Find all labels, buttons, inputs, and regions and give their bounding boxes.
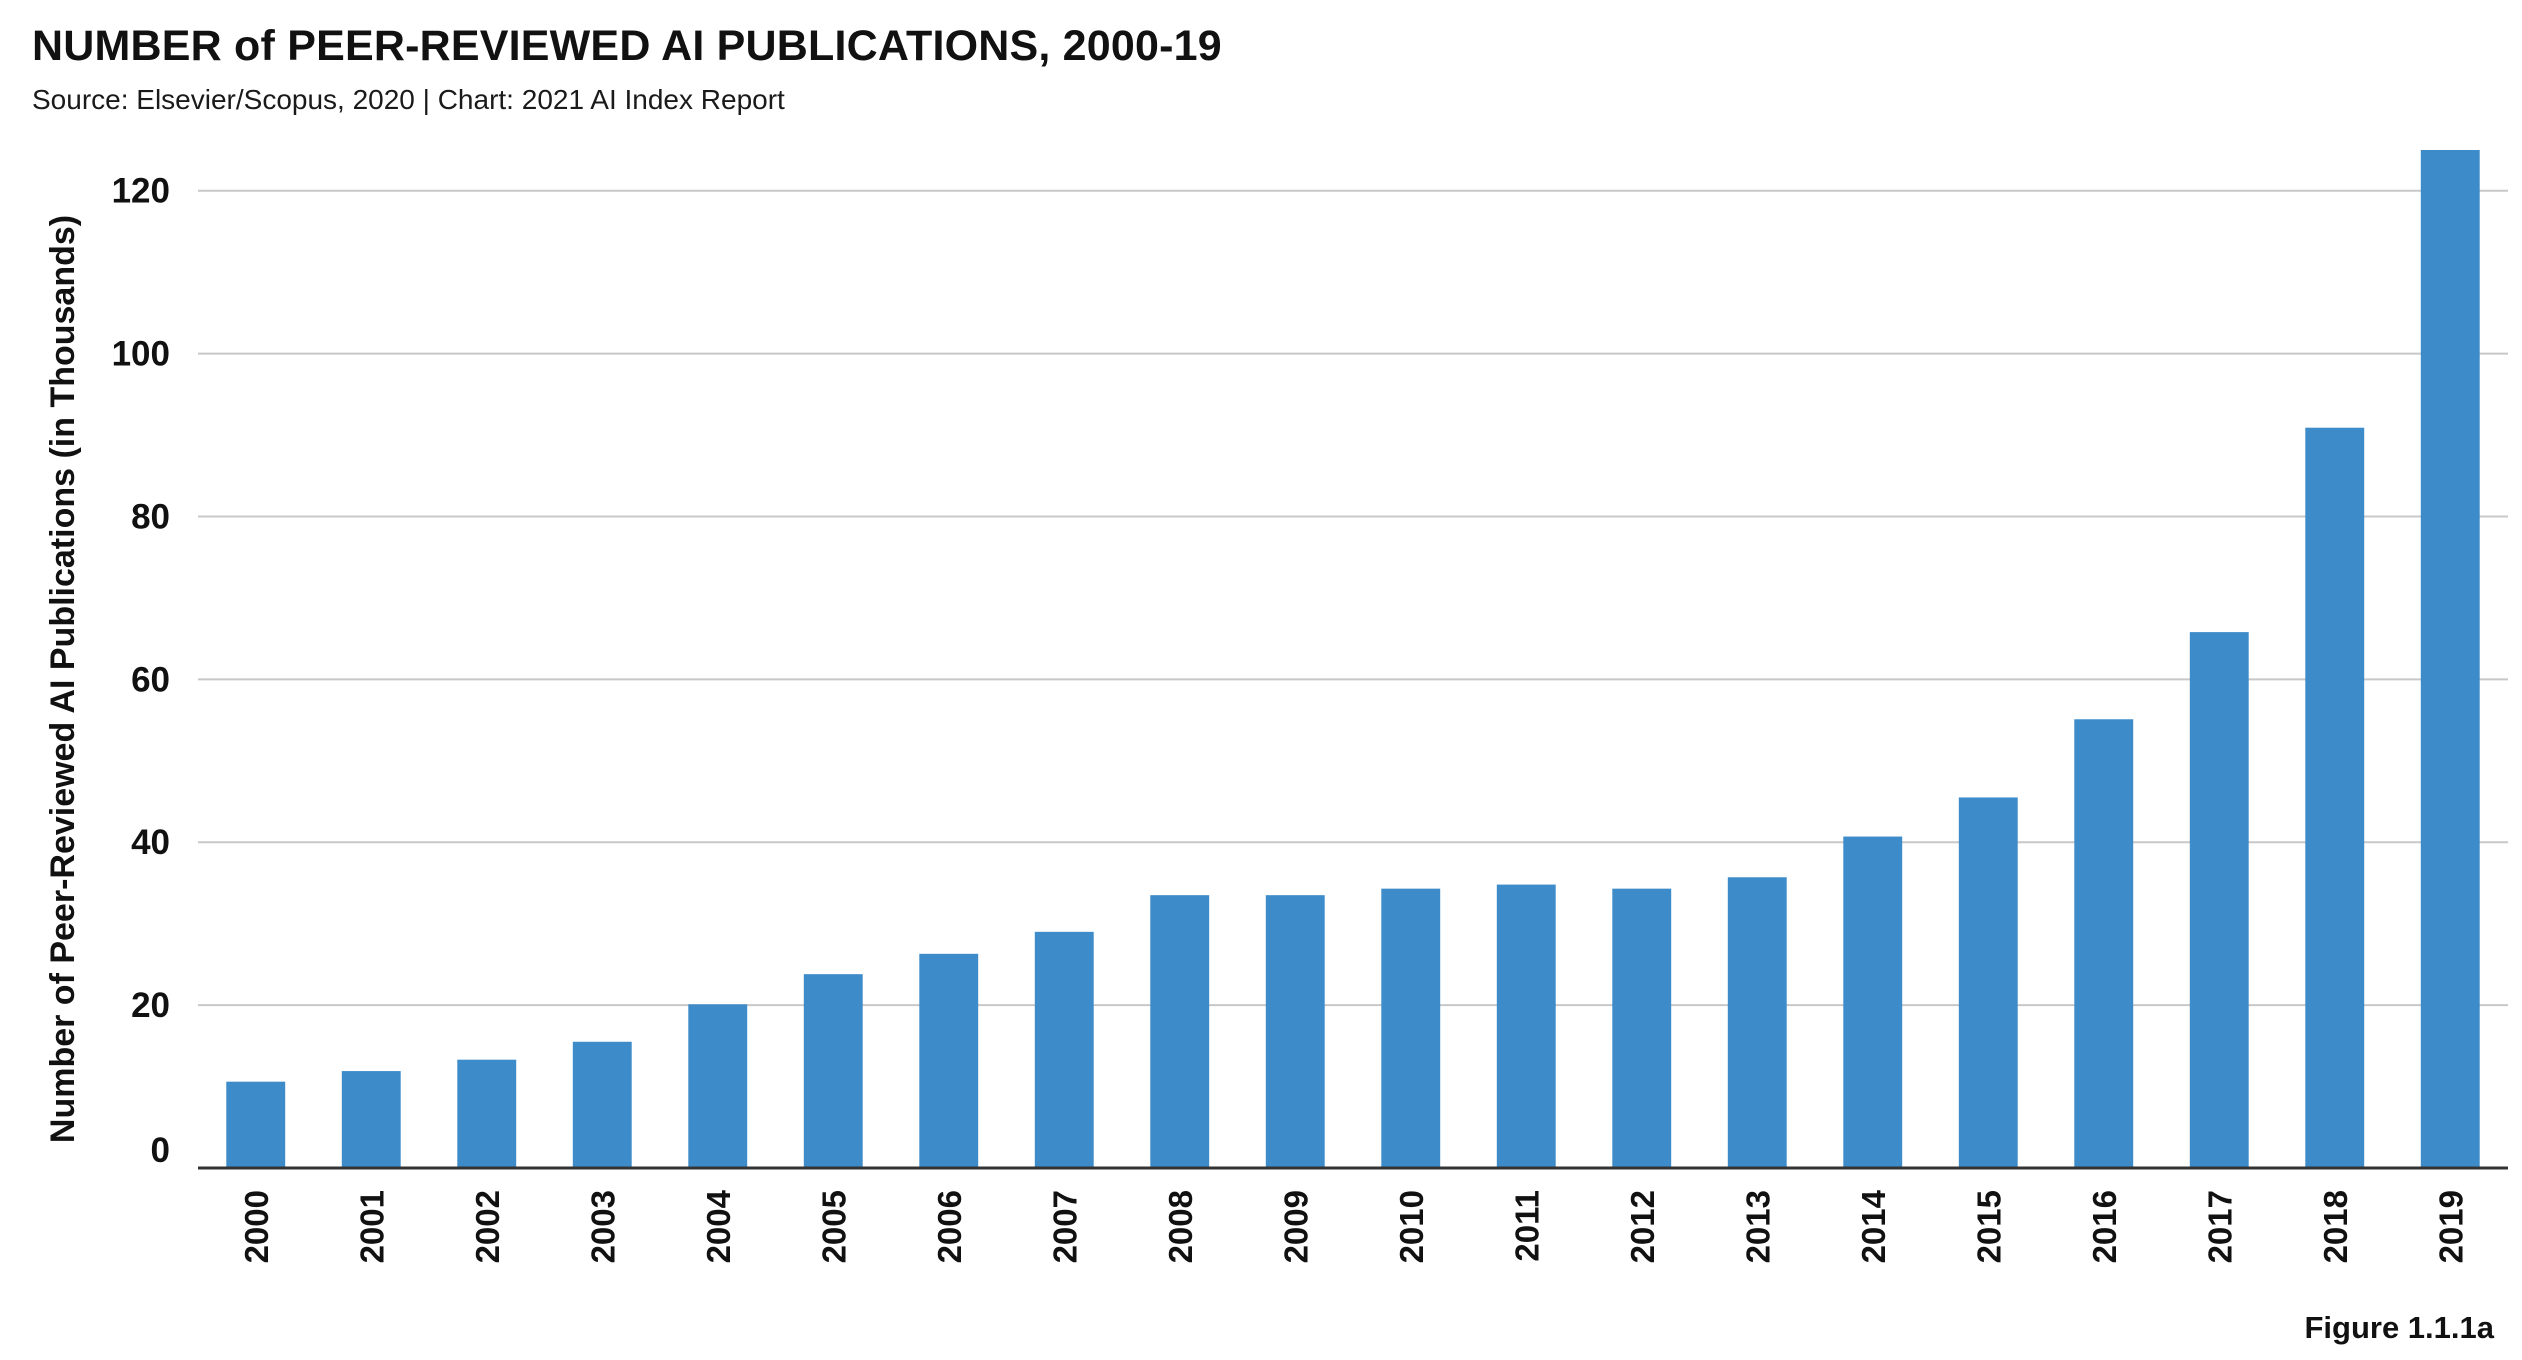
bar-2002 <box>457 1059 517 1168</box>
bar-2003 <box>572 1041 632 1168</box>
y-tick-labels: 0 20 40 60 80 100 120 <box>112 172 170 1170</box>
y-tick-label: 120 <box>112 172 170 211</box>
x-tick-label: 2000 <box>238 1190 275 1263</box>
x-tick-label: 2016 <box>2086 1190 2123 1263</box>
bar-2019 <box>2420 150 2480 1168</box>
bar-2009 <box>1265 895 1325 1168</box>
y-tick-label: 20 <box>131 986 170 1025</box>
y-tick-label: 0 <box>151 1131 170 1170</box>
x-tick-label: 2013 <box>1739 1190 1776 1263</box>
bar-2007 <box>1034 931 1094 1168</box>
x-tick-label: 2003 <box>584 1190 621 1263</box>
x-tick-label: 2012 <box>1624 1190 1661 1263</box>
x-tick-label: 2004 <box>700 1189 737 1263</box>
x-tick-label: 2017 <box>2201 1190 2238 1263</box>
gridlines <box>198 189 2508 1007</box>
x-tick-label: 2008 <box>1162 1190 1199 1263</box>
x-tick-label: 2019 <box>2432 1190 2469 1263</box>
bar-2005 <box>803 974 863 1168</box>
bar-2010 <box>1381 888 1441 1168</box>
x-tick-label: 2014 <box>1855 1189 1892 1263</box>
y-tick-label: 80 <box>131 497 170 536</box>
x-tick-label: 2015 <box>1970 1190 2007 1263</box>
x-tick-label: 2002 <box>469 1190 506 1263</box>
y-axis-title: Number of Peer-Reviewed AI Publications … <box>44 215 82 1143</box>
bar-2017 <box>2189 632 2249 1168</box>
x-tick-label: 2005 <box>815 1190 852 1263</box>
chart-title: NUMBER of PEER-REVIEWED AI PUBLICATIONS,… <box>32 22 1222 70</box>
x-tick-labels: 2000 2001 2002 2003 2004 2005 2006 2007 2008 2009… <box>238 1189 2470 1263</box>
y-tick-label: 40 <box>131 823 170 862</box>
x-tick-label: 2001 <box>353 1190 390 1263</box>
bar-2012 <box>1612 888 1672 1168</box>
bars <box>226 150 2480 1168</box>
x-tick-label: 2009 <box>1277 1190 1314 1263</box>
bar-2000 <box>226 1081 286 1168</box>
x-tick-label: 2010 <box>1393 1190 1430 1263</box>
x-tick-label: 2018 <box>2317 1190 2354 1263</box>
bar-2006 <box>919 953 979 1168</box>
x-tick-label: 2007 <box>1046 1190 1083 1263</box>
chart-subtitle: Source: Elsevier/Scopus, 2020 | Chart: 2… <box>32 84 785 115</box>
bar-2014 <box>1843 836 1903 1168</box>
y-tick-label: 60 <box>131 660 170 699</box>
bar-2011 <box>1496 884 1556 1168</box>
bar-2008 <box>1150 895 1210 1168</box>
figure-label: Figure 1.1.1a <box>2304 1310 2494 1345</box>
bar-2004 <box>688 1004 748 1168</box>
y-tick-label: 100 <box>112 335 170 374</box>
bar-2018 <box>2305 427 2365 1168</box>
x-tick-label: 2011 <box>1508 1190 1545 1262</box>
bar-2001 <box>341 1071 401 1168</box>
x-tick-label: 2006 <box>931 1190 968 1263</box>
bar-2015 <box>1958 797 2018 1168</box>
bar-2013 <box>1727 877 1787 1168</box>
bar-2016 <box>2074 719 2134 1168</box>
